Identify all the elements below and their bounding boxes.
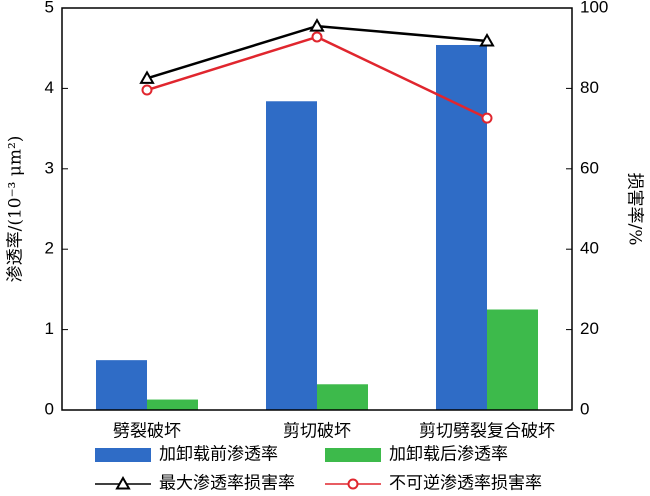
legend-label: 不可逆渗透率损害率 <box>389 474 542 494</box>
bar <box>317 384 368 410</box>
bar <box>487 309 538 410</box>
y-tick-label: 1 <box>45 319 54 338</box>
y2-tick-label: 60 <box>580 158 599 177</box>
line-marker <box>479 32 495 47</box>
line-marker <box>309 18 325 32</box>
y2-tick-label: 40 <box>580 239 599 258</box>
bar <box>436 44 487 410</box>
legend-swatch <box>95 448 151 462</box>
y-tick-label: 5 <box>45 0 54 16</box>
y2-tick-label: 80 <box>580 78 599 97</box>
x-tick-label: 劈裂破坏 <box>113 422 181 442</box>
bar <box>96 360 147 410</box>
y-tick-label: 4 <box>45 78 54 97</box>
y-tick-label: 2 <box>45 239 54 258</box>
y2-tick-label: 100 <box>580 0 608 16</box>
line-marker <box>311 31 323 43</box>
y-tick-label: 0 <box>45 399 54 418</box>
line-marker <box>141 84 153 96</box>
legend-label: 加卸载后渗透率 <box>389 445 508 465</box>
y-tick-label: 3 <box>45 158 54 177</box>
bar <box>266 101 317 410</box>
bar <box>147 399 198 410</box>
y2-tick-label: 20 <box>580 319 599 338</box>
y2-tick-label: 0 <box>580 399 589 418</box>
legend-swatch <box>325 448 381 462</box>
line-marker <box>481 112 493 124</box>
x-tick-label: 剪切破坏 <box>283 422 351 442</box>
legend-marker <box>115 475 131 490</box>
x-tick-label: 剪切劈裂复合破坏 <box>419 422 555 442</box>
y2-axis-label: 损害率/% <box>625 173 645 246</box>
y-axis-label: 渗透率/(10⁻³ μm²) <box>6 136 26 283</box>
legend-marker <box>347 478 359 490</box>
plot-frame <box>61 7 573 411</box>
legend-label: 加卸载前渗透率 <box>159 445 278 465</box>
line-marker <box>139 70 155 84</box>
legend-label: 最大渗透率损害率 <box>159 474 295 494</box>
